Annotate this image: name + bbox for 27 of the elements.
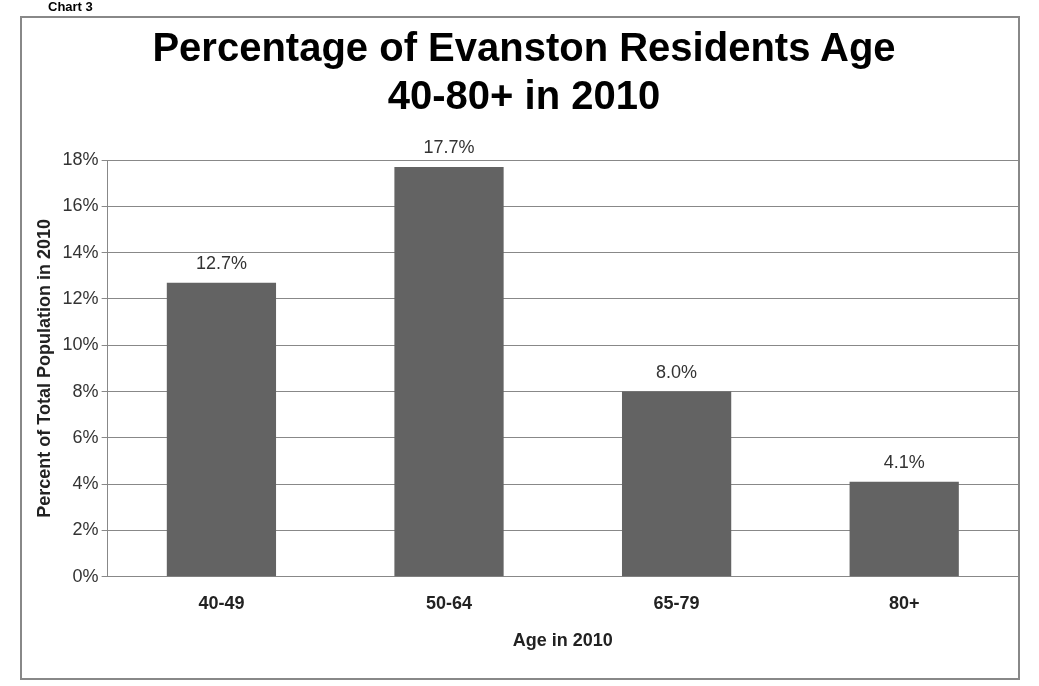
- x-tick-label: 50-64: [425, 592, 473, 613]
- y-tick-label: 16%: [62, 195, 99, 216]
- x-tick-label: 65-79: [653, 592, 700, 613]
- y-tick-label: 18%: [62, 148, 99, 169]
- text: Percentage of Evanston Residents Age: [152, 25, 896, 70]
- y-tick-label: 10%: [62, 334, 99, 355]
- y-tick-label: 6%: [72, 426, 99, 447]
- x-tick-label: 80+: [888, 592, 920, 613]
- bar: [621, 391, 732, 577]
- data-label: 4.1%: [883, 451, 925, 472]
- y-tick-label: 8%: [72, 380, 99, 401]
- y-tick-label: 0%: [72, 565, 99, 586]
- bar: [166, 282, 277, 577]
- y-tick-label: 12%: [62, 287, 99, 308]
- y-axis-title: Percent of Total Population in 2010: [33, 219, 54, 518]
- data-label: 17.7%: [423, 136, 475, 157]
- y-tick-label: 4%: [72, 473, 99, 494]
- data-label: 12.7%: [195, 252, 247, 273]
- y-tick-label: 14%: [62, 241, 99, 262]
- x-tick-label: 40-49: [198, 592, 245, 613]
- caption: Chart 3: [48, 0, 93, 14]
- bar: [849, 481, 959, 577]
- x-axis-title: Age in 2010: [512, 630, 613, 651]
- y-tick-label: 2%: [72, 519, 99, 540]
- text: 40-80+ in 2010: [387, 73, 661, 118]
- data-label: 8.0%: [656, 361, 698, 382]
- bar: [394, 166, 504, 577]
